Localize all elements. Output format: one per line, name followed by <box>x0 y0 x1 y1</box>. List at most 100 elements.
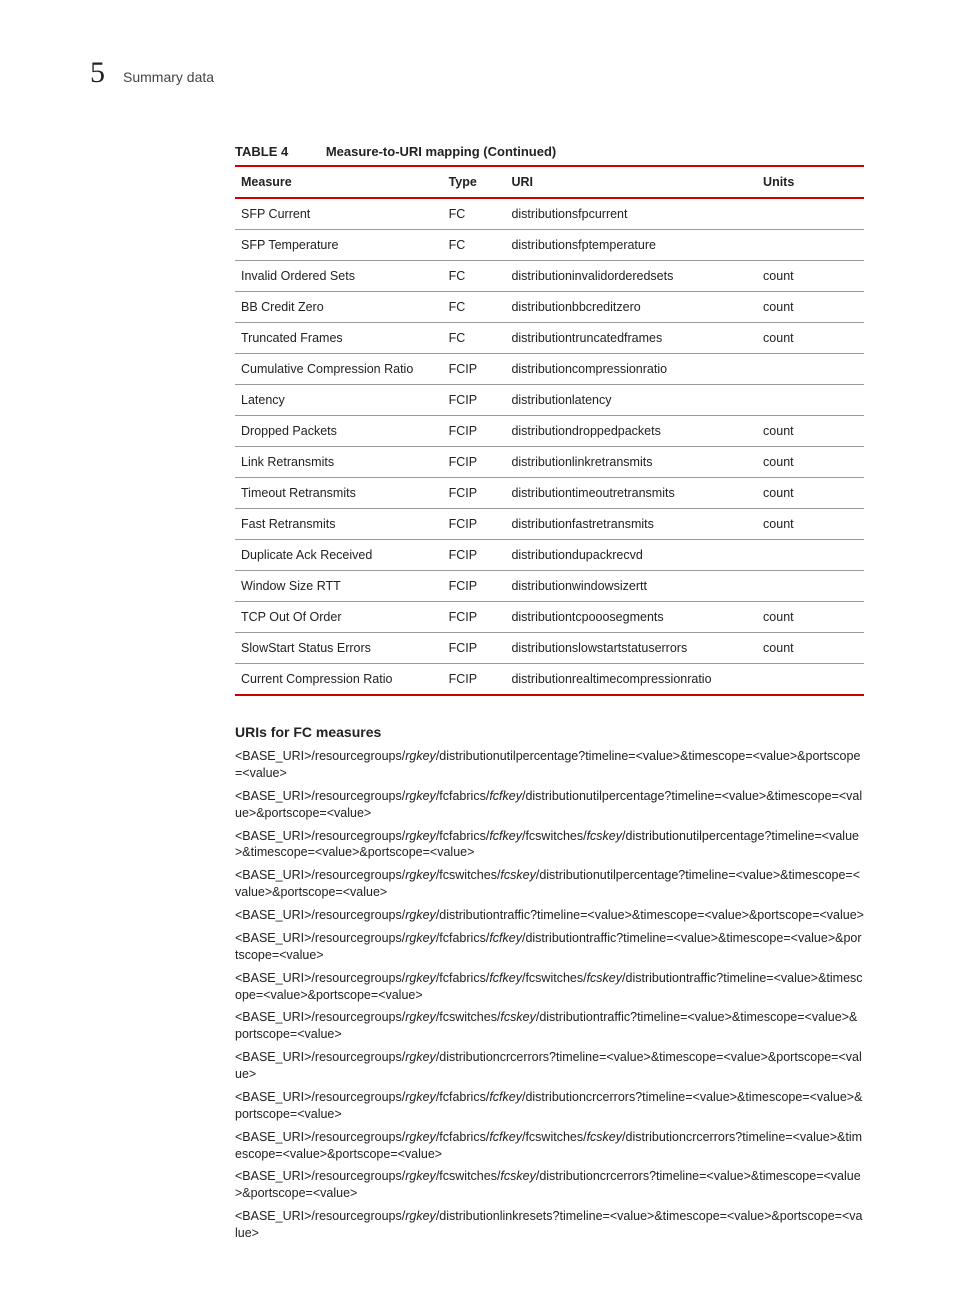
uri-text: <BASE_URI>/resourcegroups/ <box>235 749 405 763</box>
uri-key: fcfkey <box>489 971 522 985</box>
uri-key: fcskey <box>500 868 535 882</box>
cell-units <box>757 230 864 261</box>
cell-type: FC <box>443 292 506 323</box>
table-row: SFP CurrentFCdistributionsfpcurrent <box>235 198 864 230</box>
cell-type: FCIP <box>443 447 506 478</box>
uri-key: rgkey <box>405 1090 436 1104</box>
uri-entry: <BASE_URI>/resourcegroups/rgkey/fcswitch… <box>235 1009 864 1043</box>
cell-uri: distributionslowstartstatuserrors <box>505 633 757 664</box>
table-row: SlowStart Status ErrorsFCIPdistributions… <box>235 633 864 664</box>
uri-text: <BASE_URI>/resourcegroups/ <box>235 971 405 985</box>
table-row: Duplicate Ack ReceivedFCIPdistributiondu… <box>235 540 864 571</box>
page: 5 Summary data TABLE 4 Measure-to-URI ma… <box>0 0 954 1308</box>
uri-entry: <BASE_URI>/resourcegroups/rgkey/fcfabric… <box>235 1089 864 1123</box>
col-header-uri: URI <box>505 166 757 198</box>
uri-text: /fcswitches/ <box>522 829 587 843</box>
cell-units: count <box>757 447 864 478</box>
cell-units: count <box>757 602 864 633</box>
cell-units: count <box>757 261 864 292</box>
page-title: Summary data <box>123 69 214 85</box>
cell-units: count <box>757 292 864 323</box>
uri-text: /fcfabrics/ <box>436 789 490 803</box>
cell-units: count <box>757 323 864 354</box>
uri-text: <BASE_URI>/resourcegroups/ <box>235 1169 405 1183</box>
cell-type: FCIP <box>443 602 506 633</box>
page-header: 5 Summary data <box>90 56 864 90</box>
cell-units: count <box>757 416 864 447</box>
uri-key: fcskey <box>500 1010 535 1024</box>
table-row: Fast RetransmitsFCIPdistributionfastretr… <box>235 509 864 540</box>
uri-entry: <BASE_URI>/resourcegroups/rgkey/distribu… <box>235 748 864 782</box>
cell-type: FCIP <box>443 571 506 602</box>
uri-text: <BASE_URI>/resourcegroups/ <box>235 1010 405 1024</box>
table-row: LatencyFCIPdistributionlatency <box>235 385 864 416</box>
col-header-measure: Measure <box>235 166 443 198</box>
table-row: Dropped PacketsFCIPdistributiondroppedpa… <box>235 416 864 447</box>
cell-measure: Fast Retransmits <box>235 509 443 540</box>
uri-key: rgkey <box>405 749 436 763</box>
cell-type: FCIP <box>443 385 506 416</box>
cell-uri: distributionsfpcurrent <box>505 198 757 230</box>
cell-measure: SlowStart Status Errors <box>235 633 443 664</box>
uri-text: /fcfabrics/ <box>436 931 490 945</box>
cell-measure: BB Credit Zero <box>235 292 443 323</box>
table-label: TABLE 4 <box>235 144 288 159</box>
uri-key: fcskey <box>587 971 622 985</box>
uri-text: /fcswitches/ <box>436 868 501 882</box>
table-row: BB Credit ZeroFCdistributionbbcreditzero… <box>235 292 864 323</box>
cell-uri: distributiontimeoutretransmits <box>505 478 757 509</box>
cell-uri: distributiontruncatedframes <box>505 323 757 354</box>
cell-measure: Timeout Retransmits <box>235 478 443 509</box>
cell-uri: distributionwindowsizertt <box>505 571 757 602</box>
cell-units <box>757 571 864 602</box>
measure-table: Measure Type URI Units SFP CurrentFCdist… <box>235 165 864 696</box>
uri-entry: <BASE_URI>/resourcegroups/rgkey/fcfabric… <box>235 788 864 822</box>
cell-measure: Invalid Ordered Sets <box>235 261 443 292</box>
uri-key: fcfkey <box>489 1090 522 1104</box>
uri-text: /fcfabrics/ <box>436 971 490 985</box>
uri-text: <BASE_URI>/resourcegroups/ <box>235 1130 405 1144</box>
cell-measure: SFP Temperature <box>235 230 443 261</box>
cell-uri: distributiondroppedpackets <box>505 416 757 447</box>
table-row: TCP Out Of OrderFCIPdistributiontcpooose… <box>235 602 864 633</box>
cell-type: FCIP <box>443 354 506 385</box>
uri-text: <BASE_URI>/resourcegroups/ <box>235 789 405 803</box>
cell-measure: Window Size RTT <box>235 571 443 602</box>
table-row: SFP TemperatureFCdistributionsfptemperat… <box>235 230 864 261</box>
cell-units: count <box>757 633 864 664</box>
uri-text: /fcswitches/ <box>436 1169 501 1183</box>
cell-measure: Latency <box>235 385 443 416</box>
cell-units <box>757 385 864 416</box>
cell-measure: Dropped Packets <box>235 416 443 447</box>
uri-entry: <BASE_URI>/resourcegroups/rgkey/fcswitch… <box>235 867 864 901</box>
uri-entry: <BASE_URI>/resourcegroups/rgkey/fcfabric… <box>235 828 864 862</box>
cell-type: FCIP <box>443 633 506 664</box>
cell-type: FC <box>443 261 506 292</box>
uri-key: rgkey <box>405 971 436 985</box>
cell-units <box>757 354 864 385</box>
uri-text: <BASE_URI>/resourcegroups/ <box>235 1050 405 1064</box>
cell-type: FC <box>443 230 506 261</box>
uri-key: fcfkey <box>489 931 522 945</box>
cell-uri: distributionrealtimecompressionratio <box>505 664 757 696</box>
col-header-type: Type <box>443 166 506 198</box>
cell-type: FCIP <box>443 664 506 696</box>
uri-text: /distributiontraffic?timeline=<value>&ti… <box>436 908 864 922</box>
table-row: Link RetransmitsFCIPdistributionlinkretr… <box>235 447 864 478</box>
uri-text: /fcfabrics/ <box>436 829 490 843</box>
uri-entry: <BASE_URI>/resourcegroups/rgkey/distribu… <box>235 907 864 924</box>
chapter-number: 5 <box>90 56 105 90</box>
cell-measure: Current Compression Ratio <box>235 664 443 696</box>
uri-key: rgkey <box>405 1209 436 1223</box>
uri-key: rgkey <box>405 1169 436 1183</box>
cell-measure: Cumulative Compression Ratio <box>235 354 443 385</box>
cell-uri: distributioninvalidorderedsets <box>505 261 757 292</box>
cell-uri: distributionlinkretransmits <box>505 447 757 478</box>
uri-text: /fcswitches/ <box>522 1130 587 1144</box>
uri-key: rgkey <box>405 908 436 922</box>
table-row: Window Size RTTFCIPdistributionwindowsiz… <box>235 571 864 602</box>
cell-measure: TCP Out Of Order <box>235 602 443 633</box>
cell-uri: distributiontcpooosegments <box>505 602 757 633</box>
uri-entry: <BASE_URI>/resourcegroups/rgkey/fcfabric… <box>235 1129 864 1163</box>
uri-text: <BASE_URI>/resourcegroups/ <box>235 868 405 882</box>
